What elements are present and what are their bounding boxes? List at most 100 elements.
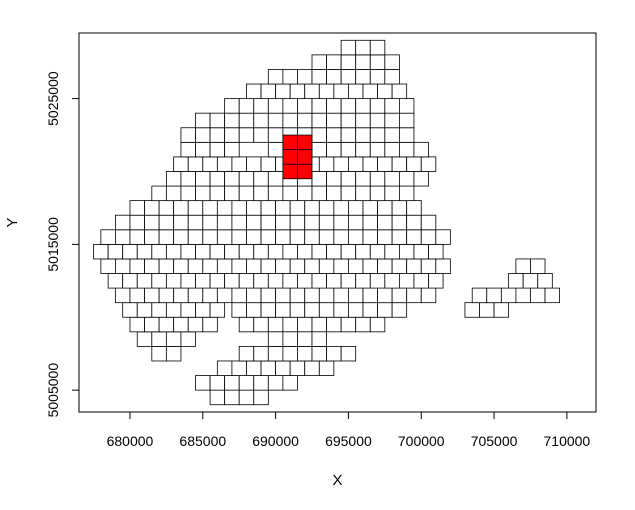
map-cell-main — [384, 141, 400, 158]
map-cell-main — [151, 273, 167, 289]
map-cell-main — [180, 273, 196, 289]
map-cell-main — [420, 258, 437, 274]
map-cell-main — [333, 156, 349, 172]
map-cell-main — [246, 83, 262, 99]
map-cell-main — [333, 287, 349, 304]
map-cell-main — [260, 229, 277, 245]
map-cell-main — [180, 243, 196, 260]
map-cell-main — [377, 83, 393, 99]
map-cell-main — [289, 229, 306, 245]
map-cell-main — [362, 156, 378, 172]
x-tick-label: 685000 — [179, 433, 226, 449]
map-cell-main — [384, 127, 400, 143]
map-cell-main — [362, 302, 378, 318]
map-cell-main — [267, 171, 284, 187]
map-cell-main — [340, 69, 357, 85]
map-cell-main — [267, 243, 284, 260]
map-cell-main — [326, 127, 342, 143]
y-axis: 5005000 5015000 5025000 — [45, 71, 79, 417]
map-cell-main — [289, 200, 306, 216]
map-cell-main — [355, 185, 371, 202]
map-cell-main — [318, 229, 335, 245]
map-cell-main — [267, 273, 284, 289]
map-cell-main — [238, 316, 255, 333]
map-cell-main — [348, 229, 364, 245]
map-cell-east2 — [515, 258, 531, 274]
map-cell-main — [377, 302, 393, 318]
map-cell-main — [180, 302, 196, 318]
map-cell-main — [202, 258, 218, 274]
x-tick-label: 690000 — [252, 433, 299, 449]
y-axis-title: Y — [4, 217, 21, 227]
map-cell-south — [238, 375, 255, 391]
map-cell-main — [151, 345, 167, 362]
map-cell-main — [435, 229, 451, 245]
map-cell-main — [275, 229, 291, 245]
map-cell-main — [246, 200, 262, 216]
x-tick-label: 700000 — [398, 433, 445, 449]
map-cell-main — [165, 302, 182, 318]
map-cell-main — [369, 185, 386, 202]
map-cell-main — [267, 141, 284, 158]
map-cell-main — [144, 287, 160, 304]
map-cell-main — [369, 273, 386, 289]
map-cell-main — [246, 258, 262, 274]
map-cell-main — [253, 127, 269, 143]
x-axis-title: X — [332, 472, 342, 489]
map-cell-main — [180, 185, 196, 202]
map-cell-east1 — [500, 287, 517, 304]
map-cell-main — [413, 243, 429, 260]
x-tick-label: 710000 — [544, 433, 591, 449]
map-cell-main — [238, 98, 255, 114]
map-cell-main — [231, 302, 247, 318]
map-cell-main — [144, 229, 160, 245]
map-cell-main — [173, 200, 189, 216]
map-cell-main — [340, 316, 357, 333]
x-tick-label: 695000 — [325, 433, 372, 449]
map-cell-main — [180, 141, 196, 158]
map-cell-main — [435, 258, 451, 274]
map-cell-main — [326, 98, 342, 114]
map-cell-east2 — [515, 287, 531, 304]
map-cell-main — [187, 229, 204, 245]
map-cell-main — [311, 69, 327, 85]
map-cell-main — [318, 200, 335, 216]
map-cell-main — [348, 258, 364, 274]
map-cell-south — [253, 375, 269, 391]
map-cell-main — [362, 83, 378, 99]
map-cell-main — [413, 171, 429, 187]
map-cell-main — [282, 98, 298, 114]
map-cell-main — [340, 127, 357, 143]
map-cell-main — [333, 229, 349, 245]
map-cell-main — [377, 258, 393, 274]
map-cell-south — [246, 360, 262, 376]
map-cell-main — [231, 229, 247, 245]
map-cell-main — [384, 243, 400, 260]
highlighted-cells — [282, 134, 313, 180]
y-tick-label: 5025000 — [45, 71, 61, 126]
map-cell-main — [151, 331, 167, 347]
map-cell-main — [195, 127, 211, 143]
map-cell-main — [340, 39, 357, 56]
map-cell-main — [297, 185, 313, 202]
map-cell-main — [158, 287, 175, 304]
map-cell-main — [209, 112, 226, 129]
map-cell-main — [406, 200, 422, 216]
map-cell-east2 — [522, 273, 539, 289]
map-cell-main — [187, 287, 204, 304]
map-cell-main — [289, 83, 306, 99]
map-cell-main — [297, 316, 313, 333]
map-cell-main — [391, 83, 408, 99]
map-cell-main — [165, 273, 182, 289]
map-cell-main — [340, 54, 357, 70]
map-cell-main — [129, 287, 145, 304]
map-cell-main — [348, 156, 364, 172]
map-cell-main — [340, 171, 357, 187]
map-cell-main — [158, 200, 175, 216]
map-cell-main — [413, 141, 429, 158]
map-cell-south — [267, 375, 284, 391]
map-cell-main — [267, 185, 284, 202]
map-cell-main — [428, 273, 444, 289]
map-cell-main — [260, 287, 277, 304]
map-cell-main — [304, 258, 320, 274]
